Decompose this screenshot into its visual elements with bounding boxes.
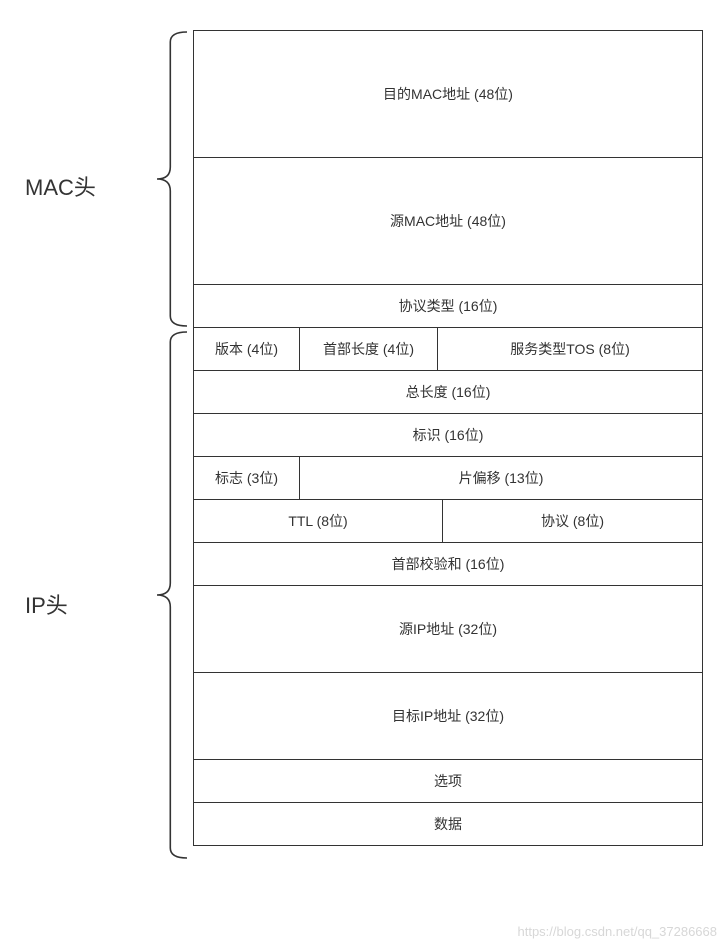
ip-field: 首部长度 (4位) [300, 327, 438, 371]
ip-field: 源IP地址 (32位) [193, 585, 703, 673]
packet-structure-table: 目的MAC地址 (48位)源MAC地址 (48位)协议类型 (16位)版本 (4… [193, 30, 703, 846]
ip-field: 目标IP地址 (32位) [193, 672, 703, 760]
mac-header-label: MAC头 [25, 170, 96, 202]
ip-field: 协议 (8位) [443, 499, 703, 543]
ip-header-label: IP头 [25, 588, 68, 620]
ip-brace-icon [155, 330, 189, 860]
mac-brace-icon [155, 30, 189, 328]
ip-field: 总长度 (16位) [193, 370, 703, 414]
ip-row: TTL (8位)协议 (8位) [193, 499, 703, 543]
ip-field: 选项 [193, 759, 703, 803]
ip-row: 标志 (3位)片偏移 (13位) [193, 456, 703, 500]
ip-field: 片偏移 (13位) [300, 456, 703, 500]
mac-field: 协议类型 (16位) [193, 284, 703, 328]
watermark-text: https://blog.csdn.net/qq_37286668 [518, 924, 718, 939]
ip-field: TTL (8位) [193, 499, 443, 543]
mac-field: 目的MAC地址 (48位) [193, 30, 703, 158]
diagram-container: MAC头 IP头 目的MAC地址 (48位)源MAC地址 (48位)协议类型 (… [0, 0, 725, 945]
mac-field: 源MAC地址 (48位) [193, 157, 703, 285]
ip-field: 版本 (4位) [193, 327, 300, 371]
ip-field: 标识 (16位) [193, 413, 703, 457]
ip-field: 首部校验和 (16位) [193, 542, 703, 586]
payload-field: 数据 [193, 802, 703, 846]
ip-row: 版本 (4位)首部长度 (4位)服务类型TOS (8位) [193, 327, 703, 371]
ip-field: 服务类型TOS (8位) [438, 327, 703, 371]
ip-field: 标志 (3位) [193, 456, 300, 500]
